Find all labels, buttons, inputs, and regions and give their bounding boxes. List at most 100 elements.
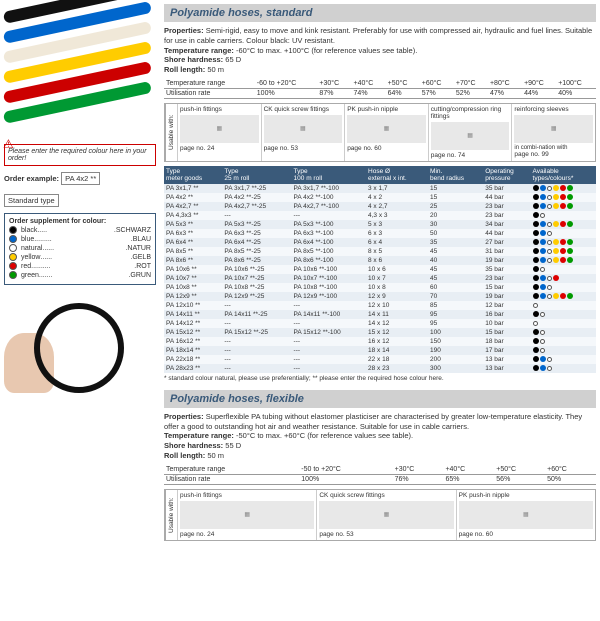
util-cell: 64% xyxy=(386,88,420,98)
table-row: PA 4x2,7 **PA 4x2,7 **-25PA 4x2,7 **-100… xyxy=(164,202,596,211)
table-cell: 35 bar xyxy=(483,265,530,274)
table-cell: --- xyxy=(222,355,291,364)
temp-cell: +100°C xyxy=(556,79,596,89)
table-cell: PA 14x11 **-100 xyxy=(292,310,366,319)
temp-cell: +90°C xyxy=(522,79,556,89)
fitting-image: ▦ xyxy=(431,122,510,150)
color-dot xyxy=(540,230,546,236)
table-cell: PA 8x6 ** xyxy=(164,256,222,265)
color-dots-cell xyxy=(531,310,596,319)
table-cell: --- xyxy=(222,364,291,373)
color-dot xyxy=(553,293,559,299)
color-dot xyxy=(547,276,552,281)
table-row: PA 18x14 **------18 x 1419017 bar xyxy=(164,346,596,355)
color-dot xyxy=(540,221,546,227)
fitting-cell: push-in fittings▦page no. 24 xyxy=(177,104,261,161)
table-cell: PA 6x4 **-100 xyxy=(292,238,366,247)
table-row: PA 12x9 **PA 12x9 **-25PA 12x9 **-10012 … xyxy=(164,292,596,301)
color-dot xyxy=(533,230,539,236)
table-cell: PA 10x7 **-100 xyxy=(292,274,366,283)
table-cell: 70 xyxy=(428,292,483,301)
table-cell: 4 x 2,7 xyxy=(366,202,428,211)
table-cell: 23 bar xyxy=(483,202,530,211)
table-cell: PA 6x3 **-100 xyxy=(292,229,366,238)
warning-icon: ⚠ xyxy=(3,137,14,151)
roll-val: 50 m xyxy=(207,451,224,460)
table-cell: 30 xyxy=(428,220,483,229)
color-dots-cell xyxy=(531,265,596,274)
fitting-page: page no. 60 xyxy=(459,531,593,538)
table-row: PA 10x7 **PA 10x7 **-25PA 10x7 **-10010 … xyxy=(164,274,596,283)
color-dot xyxy=(533,239,539,245)
table-cell: 190 xyxy=(428,346,483,355)
color-dots-cell xyxy=(531,211,596,220)
shore-val: 55 D xyxy=(225,441,241,450)
temp-cell: -50 to +20°C xyxy=(299,465,392,475)
table-cell: PA 4,3x3 ** xyxy=(164,211,222,220)
table-cell: PA 5x3 **-25 xyxy=(222,220,291,229)
util-cell: 40% xyxy=(556,88,596,98)
color-dot xyxy=(533,347,539,353)
table-cell: PA 4x2 ** xyxy=(164,193,222,202)
table-cell: PA 15x12 ** xyxy=(164,328,222,337)
table-cell: 15 xyxy=(428,184,483,193)
table-row: PA 22x18 **------22 x 1820013 bar xyxy=(164,355,596,364)
color-en: yellow xyxy=(21,254,40,261)
color-dots-cell xyxy=(531,184,596,193)
fitting-image: ▦ xyxy=(347,115,426,143)
color-dots-cell xyxy=(531,346,596,355)
color-dot xyxy=(540,365,546,371)
table-cell: 6 x 4 xyxy=(366,238,428,247)
fitting-image: ▦ xyxy=(264,115,343,143)
color-dot xyxy=(560,248,566,254)
table-cell: PA 8x5 ** xyxy=(164,247,222,256)
table-cell: PA 8x5 **-100 xyxy=(292,247,366,256)
table-cell: --- xyxy=(222,346,291,355)
util-cell: 44% xyxy=(522,88,556,98)
color-dot xyxy=(567,239,573,245)
table-cell: PA 4x2,7 **-25 xyxy=(222,202,291,211)
color-dot xyxy=(540,339,545,344)
table-cell: PA 22x18 ** xyxy=(164,355,222,364)
color-dot xyxy=(540,312,545,317)
color-swatch xyxy=(9,271,17,279)
table-row: PA 4x2 **PA 4x2 **-25PA 4x2 **-1004 x 21… xyxy=(164,193,596,202)
temp-text: -50°C to max. +60°C (for reference value… xyxy=(236,431,413,440)
table-cell: PA 4x2 **-100 xyxy=(292,193,366,202)
color-dot xyxy=(533,275,539,281)
flexible-hose-illustration xyxy=(4,293,144,403)
color-dots-cell xyxy=(531,328,596,337)
fitting-cell: cutting/compression ring fittings▦page n… xyxy=(428,104,512,161)
table-cell: PA 14x12 ** xyxy=(164,319,222,328)
hoses-illustration xyxy=(4,8,154,138)
fitting-page: page no. 24 xyxy=(180,531,314,538)
table-cell: PA 10x7 ** xyxy=(164,274,222,283)
right-column: Polyamide hoses, standard Properties: Se… xyxy=(160,0,600,549)
section1-temp-table: Temperature range-60 to +20°C+30°C+40°C+… xyxy=(164,79,596,99)
fitting-page: page no. 74 xyxy=(431,152,510,159)
section2-properties: Properties: Superflexible PA tubing with… xyxy=(164,412,596,461)
table-cell: 10 bar xyxy=(483,319,530,328)
order-example-value: PA 4x2 ** xyxy=(61,172,100,185)
temp-cell: +30°C xyxy=(393,465,444,475)
shore-label: Shore hardness: xyxy=(164,441,223,450)
table-cell: 14 x 11 xyxy=(366,310,428,319)
table-row: PA 10x8 **PA 10x8 **-25PA 10x8 **-10010 … xyxy=(164,283,596,292)
color-dot xyxy=(540,203,546,209)
table-header: Type25 m roll xyxy=(222,166,291,184)
fitting-cell: push-in fittings▦page no. 24 xyxy=(177,490,316,540)
color-dot xyxy=(540,284,546,290)
table-row: PA 28x23 **------28 x 2330013 bar xyxy=(164,364,596,373)
color-row: yellow .......GELB xyxy=(9,253,151,261)
roll-label: Roll length: xyxy=(164,65,205,74)
fitting-image: ▦ xyxy=(514,115,593,143)
color-dot xyxy=(540,275,546,281)
color-de: .BLAU xyxy=(131,236,151,243)
fitting-name: CK quick screw fittings xyxy=(264,106,343,113)
color-row: black ......SCHWARZ xyxy=(9,226,151,234)
table-cell: PA 10x7 **-25 xyxy=(222,274,291,283)
temp-cell: +50°C xyxy=(386,79,420,89)
color-dot xyxy=(560,293,566,299)
color-dots-cell xyxy=(531,202,596,211)
color-dot xyxy=(540,267,545,272)
